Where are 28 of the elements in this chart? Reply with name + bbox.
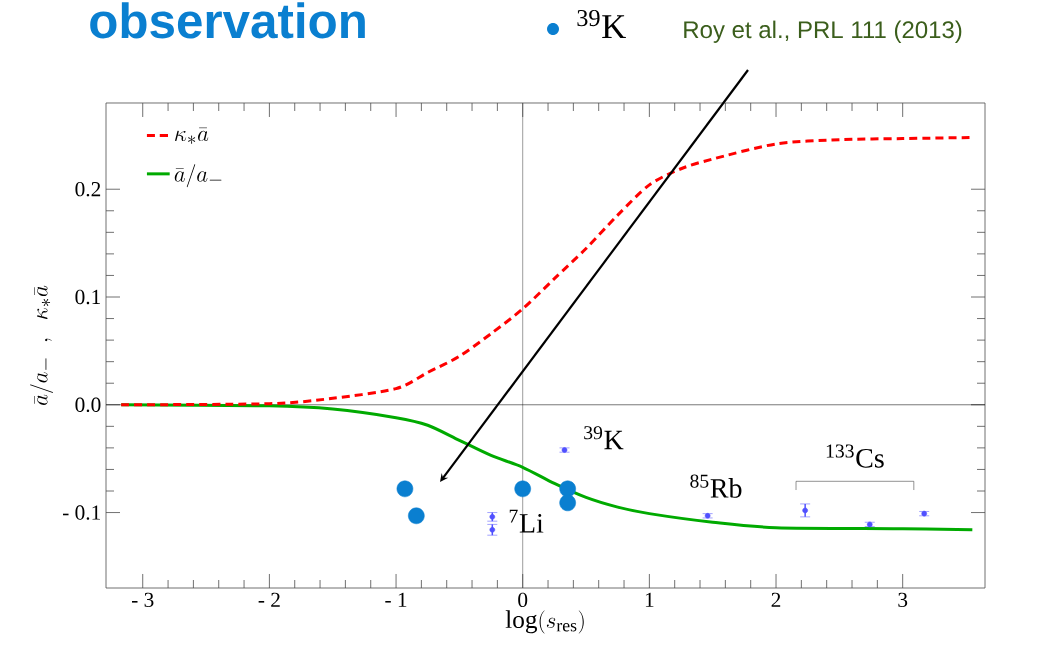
annotation: $^{85}$Rb [690,474,742,498]
point [559,480,576,498]
x-tick-label: - 3 [131,592,154,608]
y-tick-label: 0.2 [75,181,101,197]
text: Roy et al., PRL 111 (2013) [684,20,962,43]
x-tick-label: - 1 [385,592,407,607]
y-axis-title: $\bar{a}/a_- \;\;,\;\; \kappa_*\bar{a}$ [30,285,54,405]
point [408,507,425,525]
y-tick-label: - 0.1 [62,505,100,520]
x-tick-label: 2 [771,592,781,607]
x-axis-title: $\log(s_{\rm res})$ [505,610,584,634]
legend-label: $\bar{a}/a_-$ [174,164,222,188]
x-tick-label: 1 [645,592,654,607]
point [559,494,576,512]
y-tick-label: 0.0 [75,397,101,413]
point [514,480,531,498]
legend-label: $^{39}$K [577,9,626,38]
annotation: $^{133}$Cs [826,444,884,468]
x-tick-label: 0 [518,592,528,608]
point [802,507,808,514]
y-tick-label: 0.1 [75,289,101,305]
chart-title: observation [90,2,365,39]
x-tick-label: - 2 [258,592,280,607]
legend-label: $\kappa_*\bar{a}$ [175,127,209,144]
x-tick-label: 3 [898,592,908,608]
annotation: $^{7}$Li [509,509,544,533]
annotation: $^{39}$K [584,426,624,450]
point [396,480,414,498]
